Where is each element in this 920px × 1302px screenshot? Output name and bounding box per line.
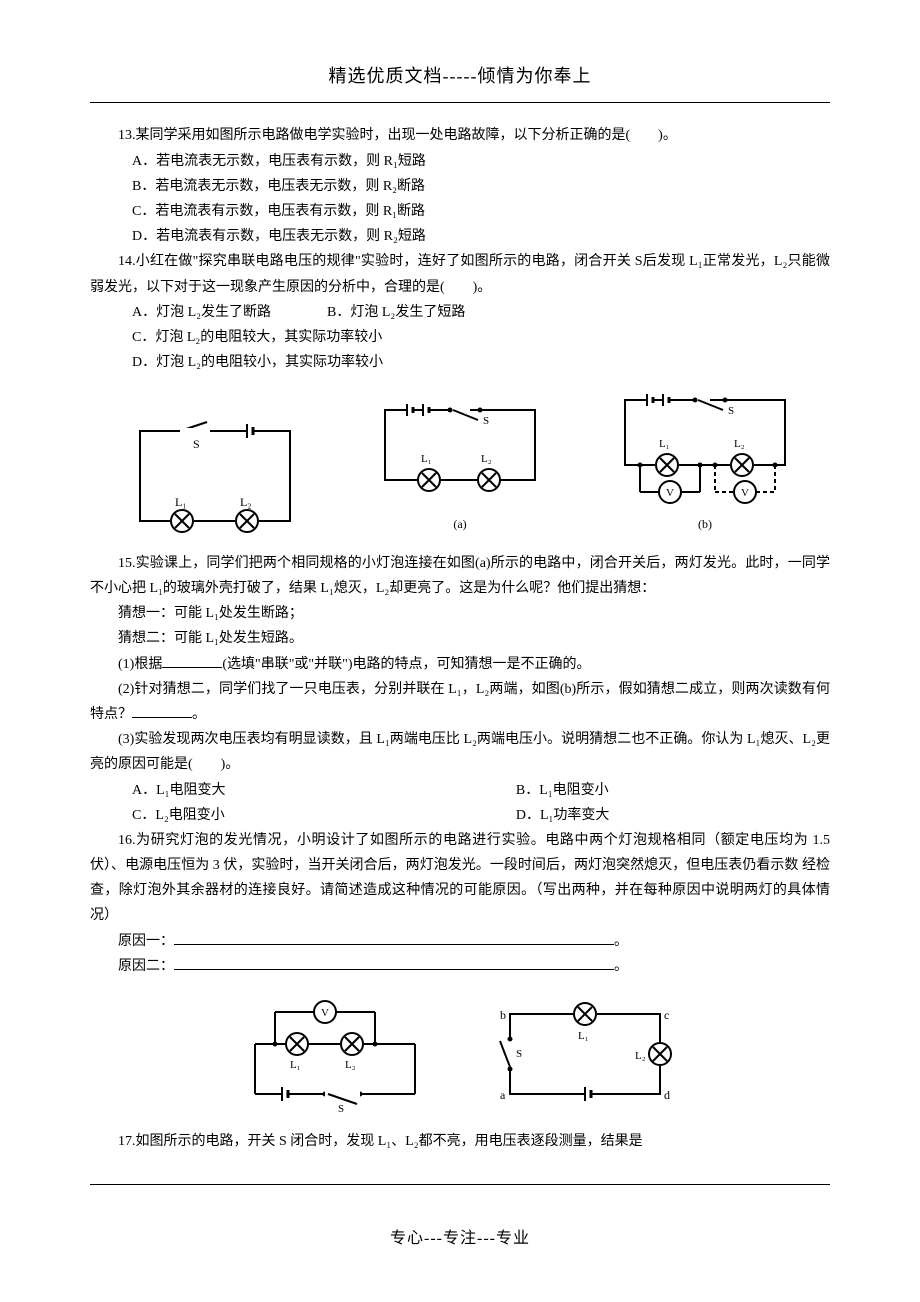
q13-opt-c: C．若电流表有示数，电压表有示数，则 R₁断路 [90, 199, 830, 224]
footer-rule: 专心---专注---专业 [90, 1184, 830, 1254]
circuit-a: S L₁ L₂ (a) [375, 400, 545, 536]
blank-fill [132, 717, 192, 718]
q15-guess1: 猜想一：可能 L₁处发生断路； [90, 601, 830, 626]
q14-opt-ab: A．灯泡 L₂发生了断路 B．灯泡 L₂发生了短路 [90, 300, 830, 325]
q16-stem: 16.为研究灯泡的发光情况，小明设计了如图所示的电路进行实验。电路中两个灯泡规格… [90, 828, 830, 929]
svg-text:c: c [664, 1008, 669, 1022]
q17-stem: 17.如图所示的电路，开关 S 闭合时，发现 L₁、L₂都不亮，用电压表逐段测量… [90, 1129, 830, 1154]
blank-fill [162, 667, 222, 668]
svg-text:L₂: L₂ [240, 495, 252, 509]
page-footer: 专心---专注---专业 [90, 1225, 830, 1254]
svg-text:L₂: L₂ [734, 438, 745, 450]
fig-b-label: (b) [615, 514, 795, 536]
svg-text:V: V [321, 1007, 329, 1019]
q13-opt-b: B．若电流表无示数，电压表无示数，则 R₂断路 [90, 174, 830, 199]
content: 13.某同学采用如图所示电路做电学实验时，出现一处电路故障，以下分析正确的是( … [90, 123, 830, 1154]
q15-opt-a: A．L₁电阻变大 [132, 778, 516, 803]
q15-opt-b: B．L₁电阻变小 [516, 778, 609, 803]
q14-opt-c: C．灯泡 L₂的电阻较大，其实际功率较小 [90, 325, 830, 350]
svg-text:L₁: L₁ [578, 1030, 589, 1042]
svg-text:L₁: L₁ [290, 1059, 301, 1071]
svg-text:S: S [516, 1048, 522, 1060]
q15-p1: (1)根据(选填"串联"或"并联")电路的特点，可知猜想一是不正确的。 [90, 652, 830, 677]
circuit-b: S L₁ L₂ V [615, 390, 795, 536]
svg-text:a: a [500, 1088, 506, 1102]
switch-label: S [193, 437, 200, 451]
q15-opt-d: D．L₁功率变大 [516, 803, 610, 828]
svg-text:d: d [664, 1088, 670, 1102]
circuit-q16: L₁ L₂ V [240, 994, 430, 1114]
figure-row-1: S L₁ L₂ [90, 390, 830, 536]
q15-p2: (2)针对猜想二，同学们找了一只电压表，分别并联在 L₁，L₂两端，如图(b)所… [90, 677, 830, 727]
svg-text:L₁: L₁ [659, 438, 670, 450]
svg-text:V: V [666, 487, 674, 499]
circuit-q17: b c a d L₁ L₂ S [490, 999, 680, 1109]
q16-r2: 原因二：。 [90, 954, 830, 979]
svg-text:L₁: L₁ [175, 495, 187, 509]
blank-fill-long [174, 969, 614, 970]
svg-text:S: S [728, 405, 734, 417]
svg-text:S: S [338, 1103, 344, 1114]
q14-opt-d: D．灯泡 L₂的电阻较小，其实际功率较小 [90, 350, 830, 375]
fig-a-label: (a) [375, 514, 545, 536]
q13-opt-a: A．若电流表无示数，电压表有示数，则 R₁短路 [90, 149, 830, 174]
svg-text:L₂: L₂ [635, 1050, 646, 1062]
q15-stem: 15.实验课上，同学们把两个相同规格的小灯泡连接在如图(a)所示的电路中，闭合开… [90, 551, 830, 601]
svg-text:V: V [741, 487, 749, 499]
svg-text:S: S [483, 415, 489, 427]
circuit-q14: S L₁ L₂ [125, 416, 305, 536]
q15-opt-c: C．L₂电阻变小 [132, 803, 516, 828]
q16-r1: 原因一：。 [90, 929, 830, 954]
svg-text:b: b [500, 1008, 506, 1022]
q13-stem: 13.某同学采用如图所示电路做电学实验时，出现一处电路故障，以下分析正确的是( … [90, 123, 830, 148]
q13-opt-d: D．若电流表有示数，电压表无示数，则 R₂短路 [90, 224, 830, 249]
blank-fill-long [174, 944, 614, 945]
svg-text:L₁: L₁ [421, 453, 432, 465]
figure-row-2: L₁ L₂ V [90, 994, 830, 1114]
svg-text:L₂: L₂ [345, 1059, 356, 1071]
q15-guess2: 猜想二：可能 L₁处发生短路。 [90, 626, 830, 651]
svg-text:L₂: L₂ [481, 453, 492, 465]
q14-stem: 14.小红在做"探究串联电路电压的规律"实验时，连好了如图所示的电路，闭合开关 … [90, 249, 830, 299]
q15-p3: (3)实验发现两次电压表均有明显读数，且 L₁两端电压比 L₂两端电压小。说明猜… [90, 727, 830, 777]
header-rule [90, 102, 830, 103]
page-header: 精选优质文档-----倾情为你奉上 [90, 60, 830, 92]
